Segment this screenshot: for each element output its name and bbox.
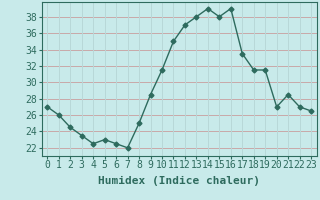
X-axis label: Humidex (Indice chaleur): Humidex (Indice chaleur): [98, 176, 260, 186]
